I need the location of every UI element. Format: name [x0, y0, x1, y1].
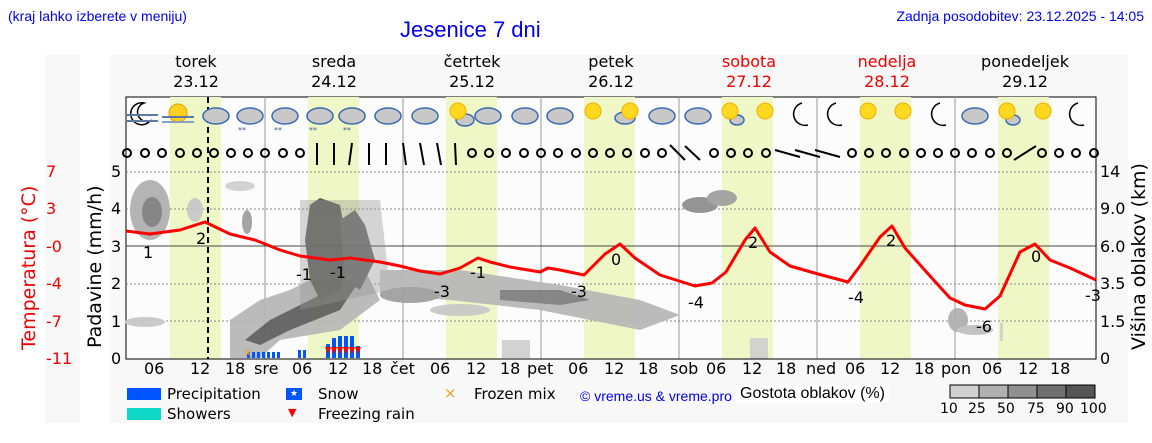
temp-axis-title: Temperatura (°C)	[18, 185, 40, 350]
svg-text:2: 2	[886, 231, 896, 250]
frozen-mix-marker: ×	[243, 346, 253, 360]
day-header-sun: nedelja 28.12	[857, 52, 917, 91]
svg-text:-4: -4	[688, 293, 704, 312]
svg-text:2: 2	[748, 233, 758, 252]
region-hint-link[interactable]: (kraj lahko izberete v meniju)	[8, 8, 187, 24]
legend-showers: Showers	[167, 405, 231, 423]
day-header-thu: četrtek 25.12	[443, 52, 501, 91]
day-header-mon: ponedeljek 29.12	[981, 52, 1069, 91]
svg-text:**: **	[343, 126, 351, 135]
sun-icons	[449, 102, 1052, 120]
svg-text:2: 2	[196, 229, 206, 248]
svg-text:**: **	[309, 126, 317, 135]
freezing-rain-markers	[325, 347, 361, 354]
svg-text:1: 1	[143, 243, 153, 262]
day-header-tue: torek 23.12	[173, 52, 219, 91]
weather-icons-row: ** ** ** **	[126, 102, 1085, 135]
legend-freezing-rain: Freezing rain	[318, 405, 415, 423]
cloud-icons	[202, 107, 1021, 127]
svg-text:-3: -3	[1085, 286, 1101, 305]
last-update: Zadnja posodobitev: 23.12.2025 - 14:05	[896, 8, 1144, 24]
temperature-labels: 1 2 -1 -1 -3 -1 -3 0 -4 2 -4 2 -6 0 -3	[143, 229, 1101, 336]
cloud-density-title: Gostota oblakov (%)	[736, 385, 889, 403]
legend-precipitation: Precipitation	[167, 385, 261, 403]
moon-fog-icon	[126, 102, 158, 126]
freezing-rain-icon: ▼	[288, 406, 297, 419]
temperature-line	[125, 220, 1097, 311]
svg-text:**: **	[238, 126, 246, 135]
sun-fog-icon	[162, 103, 194, 123]
svg-text:-1: -1	[330, 263, 346, 282]
snow-icon: ★	[286, 388, 302, 400]
day-headers: torek 23.12 sreda 24.12 četrtek 25.12 petek…	[0, 52, 1152, 94]
legend: Precipitation Showers ★ Snow ▼ Freezing …	[0, 383, 1152, 425]
cloud-density-scale	[949, 384, 1096, 399]
page-title: Jesenice 7 dni	[400, 17, 541, 42]
frozen-mix-icon: ×	[444, 384, 457, 402]
svg-text:**: **	[274, 126, 282, 135]
day-header-sat: sobota 27.12	[721, 52, 777, 91]
svg-text:-3: -3	[434, 282, 450, 301]
x-axis-labels: 06 12 18 sre 06 12 18 čet 06 12 18 pet 0…	[144, 359, 1071, 378]
showers-swatch	[127, 408, 161, 420]
svg-text:0: 0	[611, 250, 621, 269]
copyright-link[interactable]: © vreme.us & vreme.pro	[580, 388, 732, 404]
svg-text:-6: -6	[976, 317, 992, 336]
svg-text:0: 0	[1031, 247, 1041, 266]
temp-axis-panel	[45, 55, 80, 423]
svg-text:-3: -3	[571, 282, 587, 301]
svg-text:-1: -1	[470, 263, 486, 282]
legend-snow: Snow	[318, 385, 359, 403]
svg-text:-4: -4	[848, 288, 864, 307]
precipitation-swatch	[127, 388, 161, 400]
day-header-wed: sreda 24.12	[311, 52, 357, 91]
day-header-fri: petek 26.12	[588, 52, 634, 91]
precip-axis-title: Padavine (mm/h)	[84, 185, 106, 348]
moon-icons	[792, 102, 1085, 127]
cloud-density-area	[125, 180, 1003, 359]
wind-row	[122, 142, 1099, 166]
svg-text:-1: -1	[296, 265, 312, 284]
cloud-height-axis-title: Višina oblakov (km)	[1128, 163, 1150, 350]
legend-frozen-mix: Frozen mix	[474, 385, 556, 403]
